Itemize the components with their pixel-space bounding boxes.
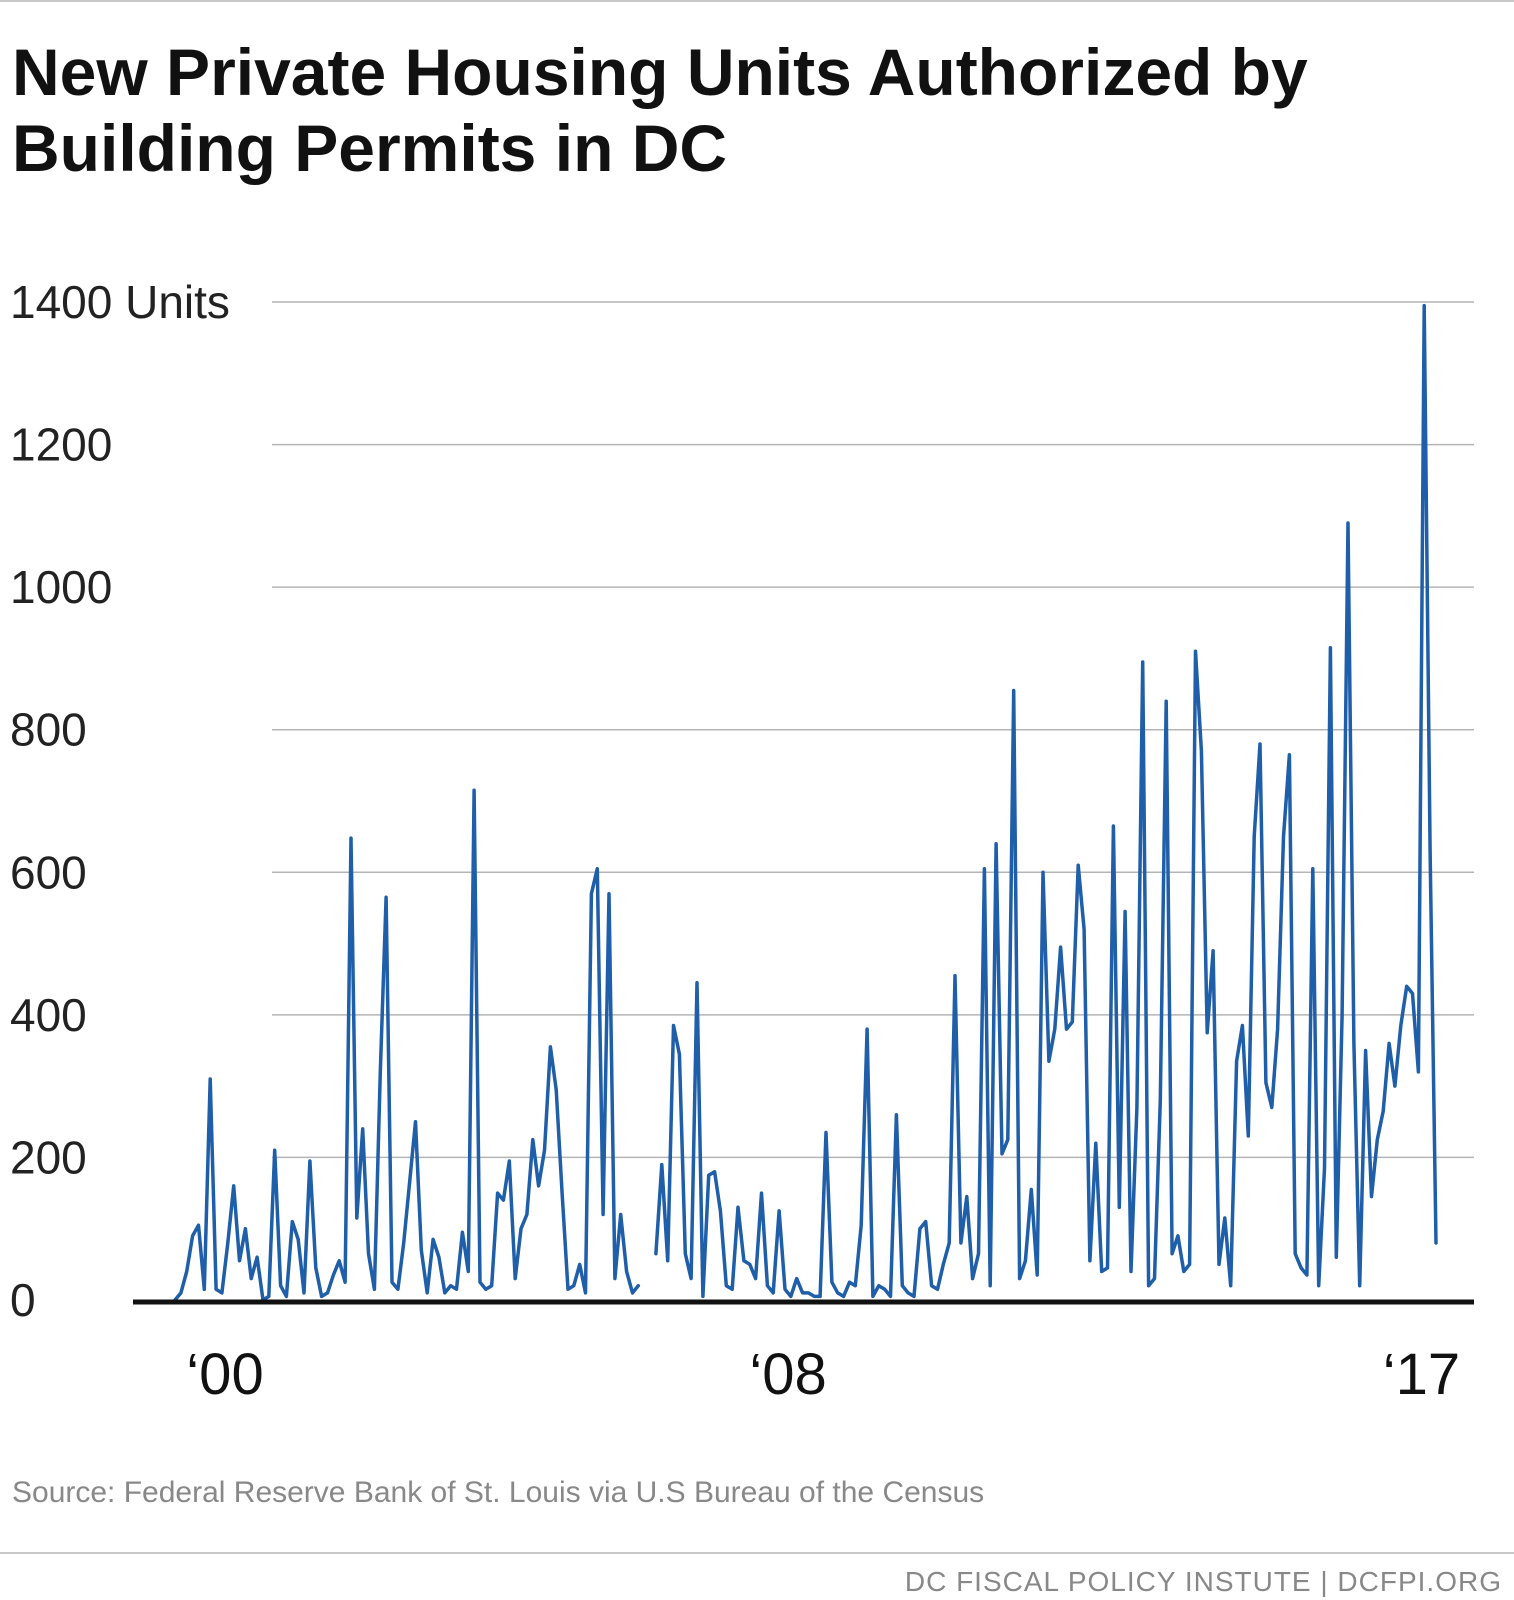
- top-rule: [0, 0, 1514, 2]
- y-tick-label: 800: [10, 704, 87, 756]
- y-tick-label: 1000: [10, 561, 112, 613]
- series-line-segment: [173, 788, 641, 1302]
- series-line: [173, 303, 1438, 1302]
- source-note: Source: Federal Reserve Bank of St. Loui…: [12, 1476, 985, 1509]
- y-axis-ticks: 0 200 400 600 800 1000 1200 1400 Units: [10, 276, 230, 1326]
- y-tick-label: 1200: [10, 419, 112, 471]
- y-tick-label: 600: [10, 846, 87, 898]
- y-tick-label: 400: [10, 989, 87, 1041]
- series-line-segment: [654, 303, 1438, 1299]
- bottom-rule: [0, 1552, 1514, 1554]
- y-tick-label: 1400 Units: [10, 276, 230, 328]
- chart-title: New Private Housing Units Authorized by …: [12, 35, 1308, 185]
- x-tick-label: ‘00: [186, 1342, 263, 1407]
- footer-credit: DC FISCAL POLICY INSTUTE | DCFPI.ORG: [904, 1566, 1502, 1597]
- y-tick-label: 0: [10, 1274, 36, 1326]
- x-tick-label: ‘08: [749, 1342, 826, 1407]
- x-tick-label: ‘17: [1383, 1342, 1460, 1407]
- x-axis-ticks: ‘00 ‘08 ‘17: [186, 1342, 1460, 1407]
- y-tick-label: 200: [10, 1131, 87, 1183]
- line-chart: 0 200 400 600 800 1000 1200 1400 Units ‘00 ‘08 ‘1…: [10, 276, 1474, 1407]
